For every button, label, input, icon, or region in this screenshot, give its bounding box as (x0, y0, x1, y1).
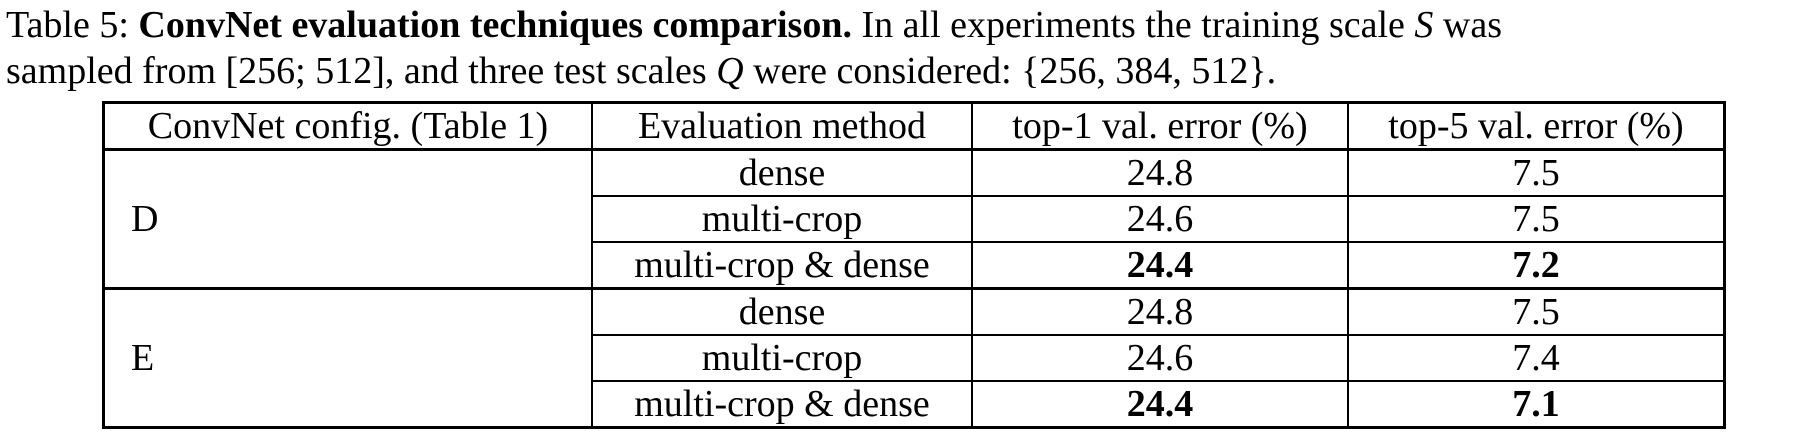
caption-var-s: S (1414, 4, 1434, 46)
table-row: E dense 24.8 7.5 (102, 287, 1726, 429)
top1-cell: 24.8 (971, 148, 1349, 197)
method-cell: multi-crop (591, 195, 973, 243)
caption-text-a: In all experiments the training scale (861, 4, 1405, 46)
method-cell: dense (591, 287, 973, 336)
caption-line-1: Table 5: ConvNet evaluation techniques c… (6, 2, 1814, 48)
caption-text-d: , and three test scales (384, 50, 707, 92)
table-header-row: ConvNet config. (Table 1) Evaluation met… (102, 101, 1726, 151)
method-cell: multi-crop (591, 334, 973, 382)
caption-text-e: were considered: (753, 50, 1012, 92)
table-row: multi-crop 24.6 7.4 (104, 334, 1726, 382)
top5-cell: 7.5 (1347, 195, 1726, 243)
table-row: multi-crop 24.6 7.5 (104, 195, 1726, 243)
caption-text-c: sampled from (6, 50, 217, 92)
top1-cell: 24.6 (971, 195, 1349, 243)
caption-text-b: was (1442, 4, 1503, 46)
results-table-wrapper: ConvNet config. (Table 1) Evaluation met… (102, 101, 1726, 429)
table-caption: Table 5: ConvNet evaluation techniques c… (6, 2, 1814, 94)
header-top1: top-1 val. error (%) (971, 101, 1349, 151)
top5-cell: 7.5 (1347, 287, 1726, 336)
top5-cell: 7.4 (1347, 334, 1726, 382)
top5-cell-best: 7.2 (1347, 241, 1726, 290)
config-cell-d: D (102, 148, 593, 290)
caption-end: . (1266, 50, 1277, 92)
header-method: Evaluation method (591, 101, 973, 151)
method-cell: multi-crop & dense (591, 241, 973, 290)
top5-cell: 7.5 (1347, 148, 1726, 197)
caption-var-q: Q (716, 50, 744, 92)
top1-cell: 24.8 (971, 287, 1349, 336)
top1-cell-best: 24.4 (971, 380, 1349, 429)
top1-cell: 24.6 (971, 334, 1349, 382)
top1-cell-best: 24.4 (971, 241, 1349, 290)
table-row: multi-crop & dense 24.4 7.1 (104, 380, 1726, 429)
caption-line-2: sampled from [256; 512], and three test … (6, 48, 1814, 94)
header-top5: top-5 val. error (%) (1347, 101, 1726, 151)
results-table: ConvNet config. (Table 1) Evaluation met… (102, 101, 1726, 429)
method-cell: multi-crop & dense (591, 380, 973, 429)
table-row: multi-crop & dense 24.4 7.2 (104, 241, 1726, 290)
table-row: D dense 24.8 7.5 (102, 148, 1726, 290)
caption-range: [256; 512] (225, 50, 385, 92)
caption-set: {256, 384, 512} (1021, 50, 1267, 92)
method-cell: dense (591, 148, 973, 197)
caption-title: ConvNet evaluation techniques comparison… (138, 4, 852, 46)
caption-label: Table 5: (6, 4, 129, 46)
header-config: ConvNet config. (Table 1) (102, 101, 593, 151)
top5-cell-best: 7.1 (1347, 380, 1726, 429)
config-cell-e: E (102, 287, 593, 429)
